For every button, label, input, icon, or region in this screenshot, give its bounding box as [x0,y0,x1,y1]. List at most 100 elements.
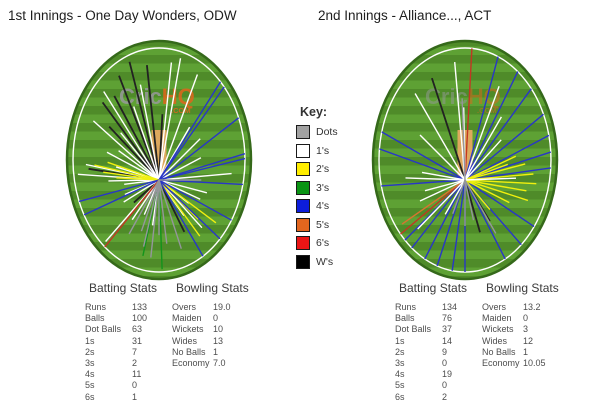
shot-line [108,125,160,181]
shot-line [379,148,466,181]
key-item-5s: 5's [296,216,338,235]
innings1-title: 1st Innings - One Day Wonders, ODW [8,8,237,23]
stat-label: Economy [482,358,520,369]
stat-row: Wickets 3 [482,324,559,335]
shot-line [158,74,199,181]
shot-line [120,132,160,181]
stat-value: 2 [132,358,138,369]
shot-line [139,84,160,181]
stat-label: Wickets [172,324,204,335]
stat-value: 7 [132,346,138,357]
shot-line [464,167,551,181]
stat-row: Wides 12 [482,336,559,347]
stat-label: Maiden [172,313,202,324]
shot-line [158,179,201,237]
shot-line [150,179,160,258]
dot-swatch [296,125,310,140]
stat-value: 10.05 [523,358,546,369]
wagon-wheel-svg: CricHQ.COM [65,39,253,281]
shot-line [464,163,526,181]
stat-label: 4s [85,369,95,380]
shot-line [464,88,532,181]
shot-line [454,62,466,181]
stat-label: 6s [85,391,95,402]
stat-value: 0 [523,313,529,324]
crichq-logo-domain: .COM [477,106,497,115]
shot-line [464,179,506,260]
shot-line [419,179,466,202]
key-title: Key: [300,105,328,119]
shot-line [158,157,246,181]
shot-line [158,179,217,224]
batting-stats-rows: Runs 134 Balls 76 Dot Balls 37 1s 14 2s 9 3s 0 4s 19 5… [395,302,467,403]
innings2-stats: Batting Stats Runs 134 Balls 76 Dot Balls 37 1s… [370,281,614,407]
shot-line [419,134,466,181]
shot-line [158,62,173,181]
stat-row: Maiden 0 [482,313,559,324]
stat-value: 37 [442,324,453,335]
key-item-6s: 6's [296,234,338,253]
shot-line [158,179,204,257]
shot-line [140,179,160,232]
stat-value: 0 [213,313,219,324]
bowling-stats-rows: Overs 19.0 Maiden 0 Wickets 10 Wides 13 No Balls… [172,302,249,369]
stat-value: 0 [132,380,138,391]
stat-row: 1s 31 [85,336,157,347]
stat-row: Runs 134 [395,302,467,313]
shot-line [158,179,221,240]
stat-value: 9 [442,346,448,357]
stat-value: 0 [442,380,448,391]
stat-label: Runs [85,302,107,312]
key-item-label: 6's [316,237,330,250]
stat-value: 19.0 [213,302,231,312]
stat-row: 4s 11 [85,369,157,380]
batting-stats-column: Batting Stats Runs 133 Balls 100 Dot Balls 63 1… [85,281,157,403]
key-item-label: 1's [316,144,330,157]
shot-line [107,161,160,181]
bowling-stats-column: Bowling Stats Overs 13.2 Maiden 0 Wickets 3 Wid… [482,281,559,369]
stat-label: 2s [395,346,405,357]
shot-line [123,179,160,203]
stat-row: 2s 7 [85,347,157,358]
batting-stats-rows: Runs 133 Balls 100 Dot Balls 63 1s 31 2s 7 3s 2 4s 11… [85,302,157,403]
shot-line [106,151,160,181]
shot-line [431,77,466,181]
stat-value: 10 [213,324,224,335]
shot-line [464,113,544,181]
stat-value: 134 [442,302,458,312]
5-swatch [296,217,310,232]
stat-label: 1s [85,335,95,346]
crichq-logo-text: CricHQ [425,84,501,109]
shot-line [424,179,466,192]
shot-line [464,116,503,181]
shot-line [128,179,160,235]
stat-value: 3 [523,324,529,335]
key-item-label: 3's [316,181,330,194]
shot-line [461,98,466,181]
shot-line [158,58,182,181]
stat-label: No Balls [482,346,516,357]
stat-label: Maiden [482,313,512,324]
shot-line [158,179,182,249]
innings2-title: 2nd Innings - Alliance..., ACT [318,8,492,23]
stat-label: 2s [85,346,95,357]
stat-row: Wickets 10 [172,324,249,335]
stat-label: Wickets [482,324,514,335]
shot-line [444,179,466,215]
key-item-3s: 3's [296,179,338,198]
key-item-label: 5's [316,218,330,231]
stat-row: Overs 19.0 [172,302,249,313]
shot-line [103,171,160,181]
shot-line [400,179,466,235]
shot-line [464,179,475,221]
key-item-2s: 2's [296,160,338,179]
stat-row: Wides 13 [172,336,249,347]
bowling-stats-header: Bowling Stats [486,281,559,295]
stat-label: 6s [395,391,405,402]
key-item-1s: 1's [296,142,338,161]
stat-label: Wides [482,335,508,346]
shot-line [464,71,519,181]
shot-line [158,172,232,181]
shot-line [464,134,550,181]
stat-value: 31 [132,335,143,346]
